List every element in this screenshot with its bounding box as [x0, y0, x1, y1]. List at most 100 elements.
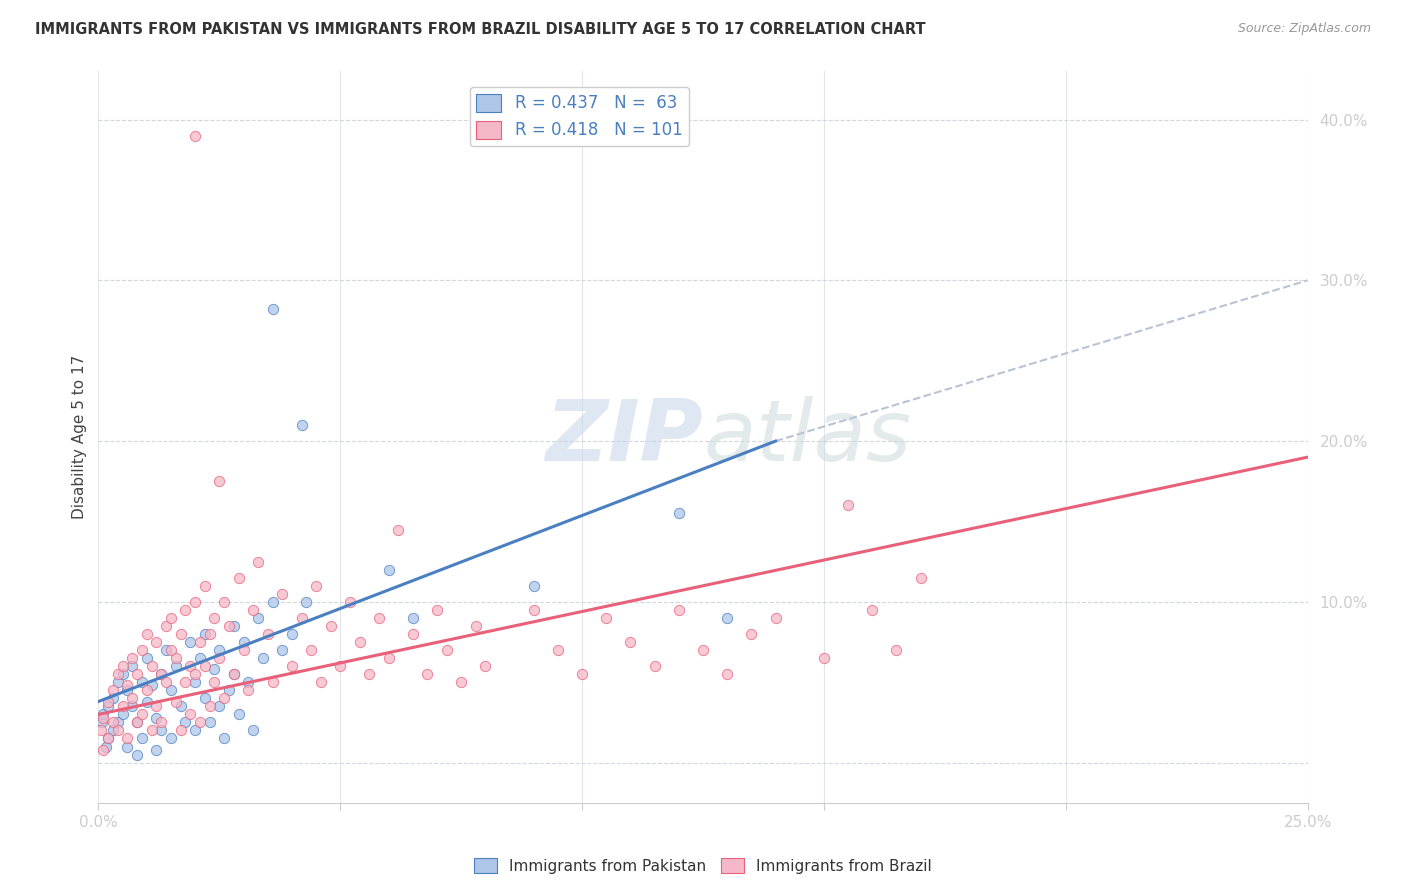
Point	[523, 603, 546, 617]
Point	[91, 743, 114, 757]
Point	[141, 659, 163, 673]
Point	[262, 302, 284, 317]
Point	[228, 571, 250, 585]
Point	[174, 603, 197, 617]
Point	[242, 603, 264, 617]
Legend: R = 0.437   N =  63, R = 0.418   N = 101: R = 0.437 N = 63, R = 0.418 N = 101	[470, 87, 689, 146]
Point	[228, 707, 250, 722]
Point	[339, 595, 361, 609]
Point	[305, 579, 328, 593]
Point	[160, 683, 183, 698]
Point	[184, 128, 207, 143]
Point	[155, 619, 177, 633]
Point	[377, 651, 399, 665]
Point	[141, 723, 163, 738]
Point	[765, 611, 787, 625]
Point	[329, 659, 352, 673]
Point	[208, 699, 231, 714]
Point	[402, 627, 425, 641]
Point	[299, 643, 322, 657]
Point	[218, 683, 240, 698]
Point	[94, 739, 117, 754]
Point	[117, 678, 139, 692]
Point	[184, 667, 207, 681]
Point	[595, 611, 617, 625]
Point	[242, 723, 264, 738]
Point	[107, 667, 129, 681]
Point	[740, 627, 762, 641]
Point	[464, 619, 486, 633]
Point	[247, 611, 270, 625]
Point	[121, 691, 143, 706]
Text: Source: ZipAtlas.com: Source: ZipAtlas.com	[1237, 22, 1371, 36]
Point	[194, 627, 217, 641]
Point	[127, 667, 149, 681]
Point	[169, 723, 191, 738]
Point	[135, 683, 157, 698]
Point	[194, 659, 217, 673]
Point	[127, 747, 149, 762]
Point	[97, 699, 120, 714]
Point	[212, 731, 235, 746]
Point	[692, 643, 714, 657]
Point	[91, 715, 114, 730]
Point	[208, 651, 231, 665]
Point	[111, 667, 134, 681]
Point	[368, 611, 391, 625]
Point	[121, 699, 143, 714]
Point	[101, 715, 124, 730]
Point	[169, 699, 191, 714]
Point	[165, 651, 187, 665]
Point	[716, 667, 738, 681]
Point	[860, 603, 883, 617]
Point	[218, 619, 240, 633]
Point	[377, 563, 399, 577]
Point	[416, 667, 439, 681]
Point	[111, 659, 134, 673]
Point	[141, 678, 163, 692]
Point	[426, 603, 449, 617]
Text: IMMIGRANTS FROM PAKISTAN VS IMMIGRANTS FROM BRAZIL DISABILITY AGE 5 TO 17 CORREL: IMMIGRANTS FROM PAKISTAN VS IMMIGRANTS F…	[35, 22, 925, 37]
Point	[160, 611, 183, 625]
Point	[131, 731, 153, 746]
Point	[145, 635, 167, 649]
Point	[194, 691, 217, 706]
Point	[387, 523, 409, 537]
Point	[212, 595, 235, 609]
Point	[174, 675, 197, 690]
Point	[252, 651, 274, 665]
Point	[155, 643, 177, 657]
Point	[309, 675, 332, 690]
Point	[184, 723, 207, 738]
Point	[212, 691, 235, 706]
Point	[204, 675, 226, 690]
Point	[111, 707, 134, 722]
Point	[256, 627, 278, 641]
Point	[204, 611, 226, 625]
Point	[101, 683, 124, 698]
Point	[262, 675, 284, 690]
Point	[107, 723, 129, 738]
Point	[179, 635, 201, 649]
Point	[179, 707, 201, 722]
Point	[910, 571, 932, 585]
Point	[91, 710, 114, 724]
Point	[222, 619, 245, 633]
Point	[97, 731, 120, 746]
Point	[644, 659, 666, 673]
Point	[571, 667, 593, 681]
Point	[145, 743, 167, 757]
Point	[813, 651, 835, 665]
Point	[121, 659, 143, 673]
Point	[179, 659, 201, 673]
Point	[107, 675, 129, 690]
Point	[571, 132, 593, 146]
Point	[198, 627, 221, 641]
Point	[101, 691, 124, 706]
Point	[222, 667, 245, 681]
Point	[150, 723, 173, 738]
Point	[97, 694, 120, 708]
Point	[145, 710, 167, 724]
Point	[349, 635, 371, 649]
Point	[188, 635, 211, 649]
